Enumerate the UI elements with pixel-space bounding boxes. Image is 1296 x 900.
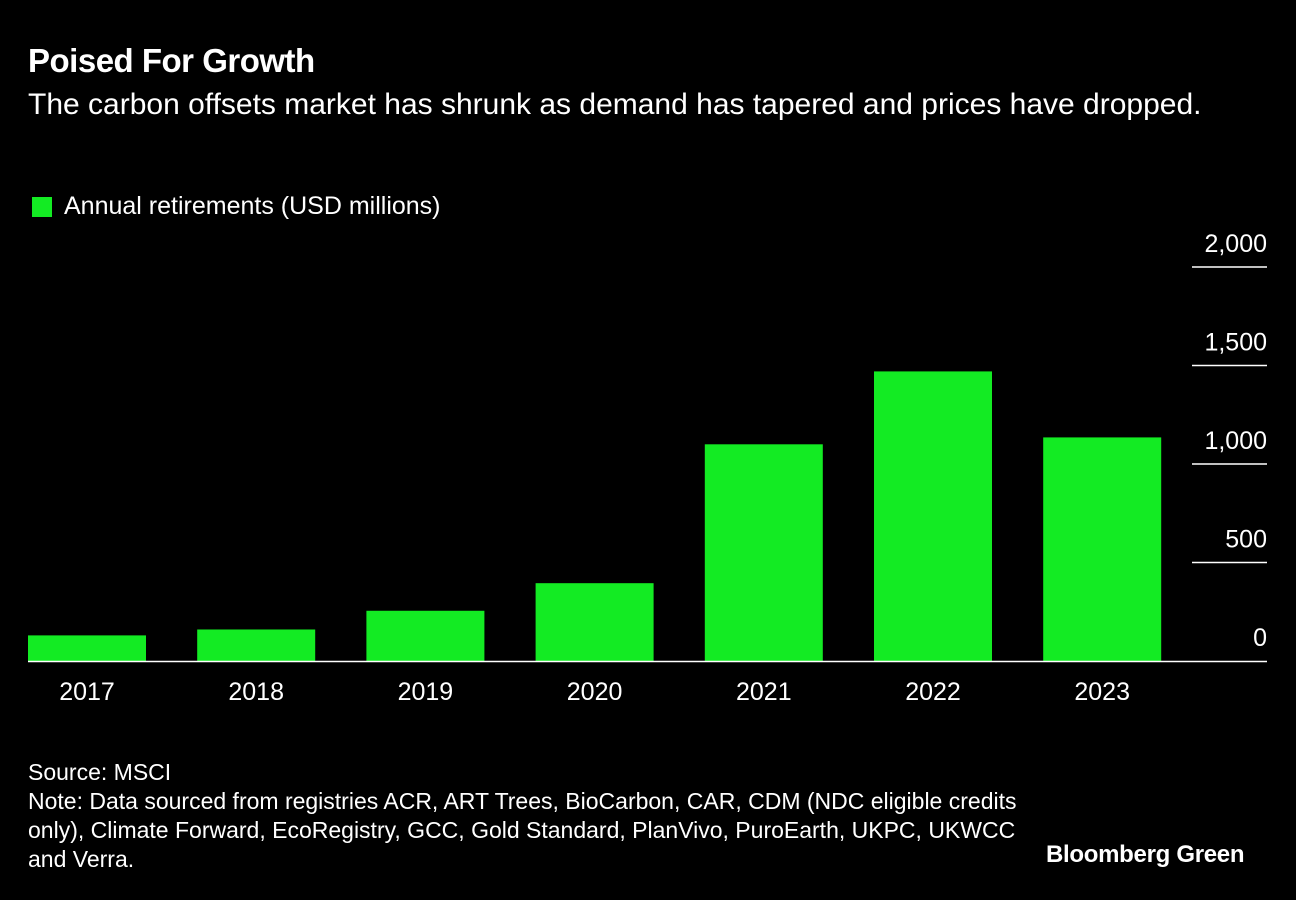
x-tick-label: 2018: [228, 678, 284, 706]
footer: Source: MSCI Note: Data sourced from reg…: [28, 758, 1038, 874]
x-tick-label: 2022: [905, 678, 961, 706]
x-tick-label: 2021: [736, 678, 792, 706]
bar-2022: [874, 371, 992, 661]
y-tick-label: 1,000: [1204, 427, 1267, 455]
y-tick-label: 0: [1253, 624, 1267, 652]
bar-2023: [1043, 437, 1162, 661]
bar-2018: [197, 629, 316, 661]
x-tick-label: 2019: [398, 678, 454, 706]
source-text: Source: MSCI: [28, 759, 172, 785]
chart-title: Poised For Growth: [28, 42, 315, 79]
brand-logo: Bloomberg Green: [1046, 841, 1245, 868]
note-text: Note: Data sourced from registries ACR, …: [28, 788, 1017, 872]
bar-2017: [28, 635, 146, 661]
bar-2021: [704, 444, 823, 661]
y-tick-label: 2,000: [1204, 230, 1267, 258]
x-tick-label: 2020: [567, 678, 623, 706]
legend: Annual retirements (USD millions): [32, 192, 441, 221]
legend-label: Annual retirements (USD millions): [64, 192, 441, 220]
x-tick-label: 2023: [1074, 678, 1130, 706]
bar-2020: [535, 583, 654, 661]
bar-2019: [366, 610, 485, 661]
legend-swatch: [32, 196, 52, 217]
x-tick-label: 2017: [59, 678, 115, 706]
y-tick-label: 500: [1225, 526, 1267, 554]
chart-subtitle: The carbon offsets market has shrunk as …: [28, 88, 1202, 121]
y-tick-label: 1,500: [1204, 329, 1267, 357]
